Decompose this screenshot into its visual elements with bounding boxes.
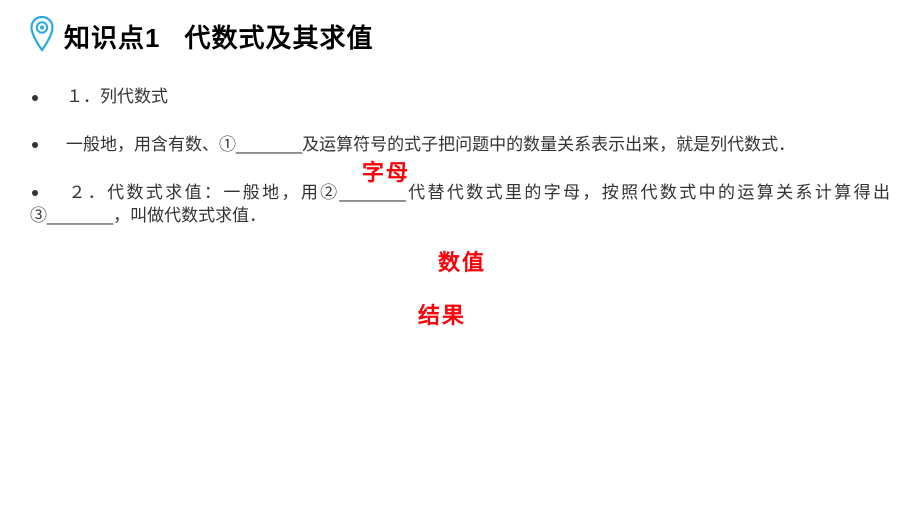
heading-label: 知识点1 (64, 23, 160, 53)
heading-text: 知识点1 代数式及其求值 (64, 18, 373, 55)
bullet-icon (32, 190, 38, 196)
body-text-1: １．列代数式 (66, 87, 168, 106)
body-text-3: ２．代数式求值：一般地，用②_______代替代数式里的字母，按照代数式中的运算… (30, 183, 890, 226)
bullet-icon (32, 142, 38, 148)
slide-page: 知识点1 代数式及其求值 １．列代数式 一般地，用含有数、①_______及运算符… (0, 0, 920, 518)
bullet-icon (32, 95, 38, 101)
heading-title: 代数式及其求值 (184, 23, 373, 53)
body-item-1: １．列代数式 (30, 85, 890, 109)
body-item-2: 一般地，用含有数、①_______及运算符号的式子把问题中的数量关系表示出来，就… (30, 133, 890, 157)
body-content: １．列代数式 一般地，用含有数、①_______及运算符号的式子把问题中的数量关… (30, 85, 890, 228)
body-item-3: ２．代数式求值：一般地，用②_______代替代数式里的字母，按照代数式中的运算… (30, 181, 890, 229)
map-pin-icon (30, 16, 54, 57)
answer-overlay-2: 数值 (438, 245, 486, 277)
answer-overlay-3: 结果 (418, 298, 466, 330)
body-text-2: 一般地，用含有数、①_______及运算符号的式子把问题中的数量关系表示出来，就… (66, 135, 795, 154)
answer-overlay-1: 字母 (362, 155, 410, 187)
heading-row: 知识点1 代数式及其求值 (30, 16, 890, 57)
